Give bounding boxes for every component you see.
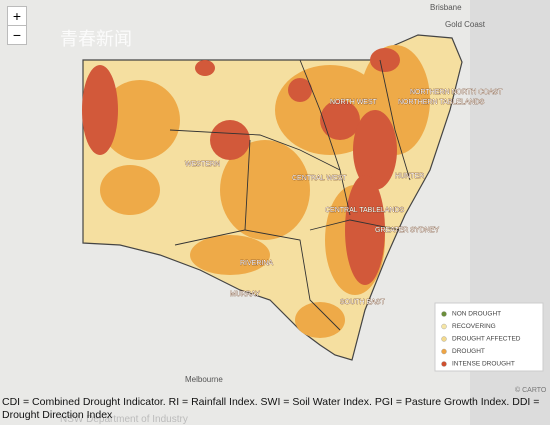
region-label: CENTRAL TABLELANDS bbox=[325, 207, 405, 214]
legend-label: DROUGHT bbox=[452, 348, 485, 355]
legend-label: DROUGHT AFFECTED bbox=[452, 336, 521, 343]
region-label: RIVERINA bbox=[240, 260, 273, 267]
legend-box bbox=[434, 302, 544, 372]
legend-swatch bbox=[441, 348, 447, 355]
legend-swatch bbox=[441, 311, 447, 317]
legend-label: INTENSE DROUGHT bbox=[452, 361, 515, 368]
legend-swatch bbox=[441, 361, 447, 367]
city-label: Brisbane bbox=[430, 3, 462, 12]
region-label: GREATER SYDNEY bbox=[375, 227, 439, 234]
zoom-in[interactable]: + bbox=[7, 6, 27, 26]
watermark: 青春新闻 bbox=[60, 29, 132, 49]
city-label: Melbourne bbox=[185, 375, 223, 384]
region-label: NORTHERN TABLELANDS bbox=[398, 99, 485, 106]
legend-label: RECOVERING bbox=[452, 323, 496, 330]
legend-label: NON DROUGHT bbox=[452, 311, 501, 318]
legend-swatch bbox=[441, 323, 447, 330]
legend: NON DROUGHT RECOVERING DROUGHT AFFECTED DRO… bbox=[434, 302, 544, 372]
region-label: NORTH WEST bbox=[330, 99, 378, 106]
attribution: © CARTO bbox=[515, 386, 547, 394]
intense-drought-areas bbox=[82, 48, 400, 285]
region-label: NORTHERN NORTH COAST bbox=[410, 89, 503, 96]
caption: CDI = Combined Drought Indicator. RI = R… bbox=[2, 396, 540, 421]
city-label: Gold Coast bbox=[445, 20, 486, 29]
region-borders bbox=[169, 59, 411, 331]
region-label: CENTRAL WEST bbox=[292, 175, 347, 182]
region-label: MURRAY bbox=[230, 291, 260, 298]
source: NSW Department of Industry bbox=[60, 414, 188, 425]
region-label: WESTERN bbox=[185, 161, 220, 168]
legend-swatch bbox=[441, 336, 447, 342]
zoom-out[interactable]: − bbox=[7, 25, 27, 45]
region-label: HUNTER bbox=[395, 173, 424, 180]
region-label: SOUTH EAST bbox=[340, 299, 385, 306]
